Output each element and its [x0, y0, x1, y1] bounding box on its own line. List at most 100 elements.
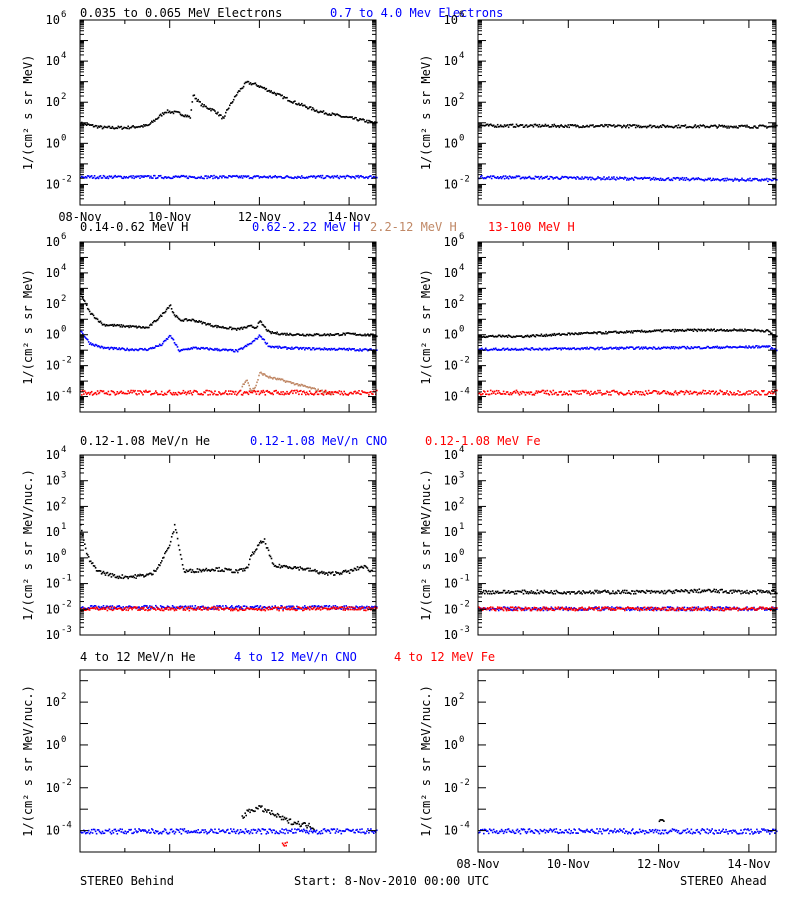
data-point — [318, 390, 321, 393]
data-point — [645, 330, 648, 333]
data-point — [287, 380, 290, 383]
data-point — [527, 125, 530, 128]
data-point — [152, 321, 154, 324]
data-point — [162, 312, 165, 314]
data-point — [231, 390, 234, 393]
data-point — [247, 393, 250, 396]
data-point — [199, 607, 201, 610]
data-point — [337, 176, 340, 179]
data-point — [520, 124, 523, 126]
data-point — [372, 393, 374, 395]
data-point — [350, 606, 352, 608]
data-point — [645, 392, 648, 394]
data-point — [260, 176, 263, 178]
data-point — [174, 608, 177, 611]
data-point — [97, 605, 100, 608]
data-point — [306, 107, 309, 110]
data-point — [560, 124, 562, 126]
data-point — [121, 177, 123, 179]
data-point — [159, 393, 162, 395]
data-point — [565, 392, 567, 394]
data-point — [283, 96, 285, 98]
data-point — [313, 175, 316, 178]
data-point — [654, 126, 657, 129]
data-point — [511, 336, 514, 339]
data-point — [520, 392, 523, 395]
data-point — [286, 380, 289, 383]
data-point — [198, 608, 200, 610]
data-point — [146, 605, 148, 607]
data-point — [502, 347, 505, 350]
data-point — [195, 320, 197, 322]
data-point — [117, 348, 120, 351]
data-point — [344, 392, 346, 395]
data-point — [491, 125, 494, 127]
y-tick-exponent: 1 — [61, 522, 66, 532]
data-point — [294, 383, 297, 386]
data-point — [642, 177, 645, 179]
data-point — [204, 175, 206, 177]
data-point — [117, 324, 120, 327]
data-point — [124, 177, 126, 179]
data-point — [242, 392, 245, 394]
data-point — [214, 325, 216, 327]
data-point — [321, 606, 324, 609]
data-point — [351, 606, 353, 608]
data-point — [578, 347, 580, 350]
data-point — [137, 126, 139, 128]
data-point — [657, 346, 660, 349]
data-point — [537, 334, 540, 337]
data-point — [674, 125, 677, 127]
data-point — [205, 606, 207, 609]
data-point — [582, 125, 584, 127]
data-point — [593, 331, 595, 333]
data-point — [487, 176, 490, 178]
data-point — [312, 175, 315, 177]
data-point — [157, 566, 159, 569]
data-point — [177, 111, 180, 113]
data-point — [82, 332, 84, 335]
data-point — [608, 330, 610, 333]
data-point — [579, 390, 581, 392]
data-point — [595, 347, 597, 350]
data-point — [294, 389, 296, 392]
data-point — [668, 346, 671, 349]
data-point — [321, 393, 324, 395]
data-point — [324, 389, 327, 392]
data-point — [491, 175, 494, 177]
data-point — [740, 124, 742, 127]
data-point — [202, 393, 204, 396]
data-point — [695, 177, 698, 180]
data-point — [261, 338, 264, 340]
data-point — [264, 176, 267, 178]
data-point — [660, 126, 663, 128]
data-point — [334, 114, 337, 117]
data-point — [207, 348, 209, 350]
data-point — [108, 573, 111, 576]
data-point — [675, 177, 678, 179]
data-point — [231, 175, 234, 177]
data-point — [216, 605, 218, 607]
data-point — [538, 391, 541, 393]
data-point — [109, 176, 112, 178]
data-point — [567, 394, 569, 396]
data-point — [730, 125, 732, 128]
data-point — [98, 606, 101, 609]
data-point — [280, 94, 282, 97]
data-point — [649, 347, 652, 349]
data-point — [631, 393, 633, 395]
data-point — [153, 569, 155, 572]
data-point — [557, 393, 560, 396]
data-point — [661, 124, 664, 126]
data-point — [742, 330, 744, 332]
data-point — [488, 176, 491, 179]
data-point — [218, 391, 220, 393]
data-point — [713, 124, 715, 127]
data-point — [205, 347, 207, 349]
data-point — [115, 347, 118, 349]
y-tick-label: 10 — [46, 525, 60, 539]
data-point — [246, 343, 249, 346]
data-point — [96, 318, 99, 321]
data-point — [765, 346, 767, 348]
data-point — [96, 345, 99, 348]
